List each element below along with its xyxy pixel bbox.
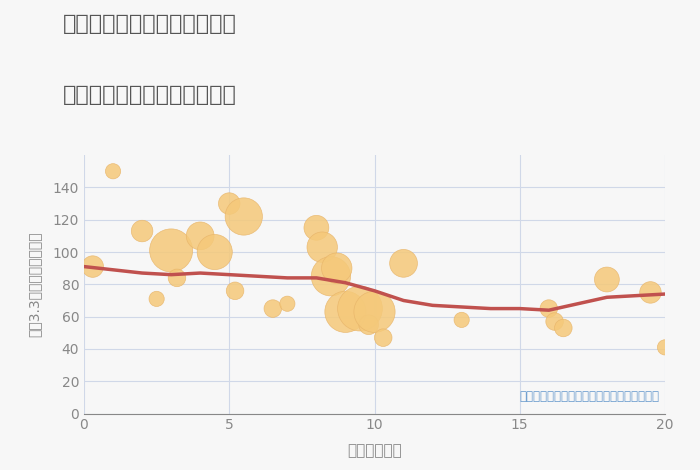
Point <box>456 316 468 324</box>
Point <box>311 224 322 232</box>
Point <box>354 305 365 313</box>
Point <box>230 287 241 295</box>
Point <box>369 308 380 315</box>
Point <box>165 247 176 254</box>
Point <box>316 243 328 251</box>
Text: 駅距離別中古マンション価格: 駅距離別中古マンション価格 <box>63 85 237 105</box>
Point <box>172 274 183 282</box>
Point <box>601 276 612 283</box>
Point <box>151 295 162 303</box>
Point <box>340 308 351 315</box>
Text: 円の大きさは、取引のあった物件面積を示す: 円の大きさは、取引のあった物件面積を示す <box>519 390 659 403</box>
Text: 神奈川県横須賀市佐島の丘の: 神奈川県横須賀市佐島の丘の <box>63 14 237 34</box>
Point <box>331 265 342 272</box>
Point <box>195 232 206 240</box>
Y-axis label: 坪（3.3㎡）単価（万円）: 坪（3.3㎡）単価（万円） <box>28 232 42 337</box>
Point <box>659 344 671 351</box>
Point <box>543 305 554 313</box>
Point <box>136 227 148 235</box>
Point <box>224 200 235 207</box>
Point <box>87 263 98 270</box>
Point <box>398 259 409 267</box>
Point <box>645 289 656 296</box>
X-axis label: 駅距離（分）: 駅距離（分） <box>347 444 402 459</box>
Point <box>281 300 293 307</box>
Point <box>108 167 119 175</box>
Point <box>549 318 560 325</box>
Point <box>209 248 220 256</box>
Point <box>238 213 249 220</box>
Point <box>558 324 569 332</box>
Point <box>377 334 388 341</box>
Point <box>363 321 374 329</box>
Point <box>326 273 337 280</box>
Point <box>267 305 279 313</box>
